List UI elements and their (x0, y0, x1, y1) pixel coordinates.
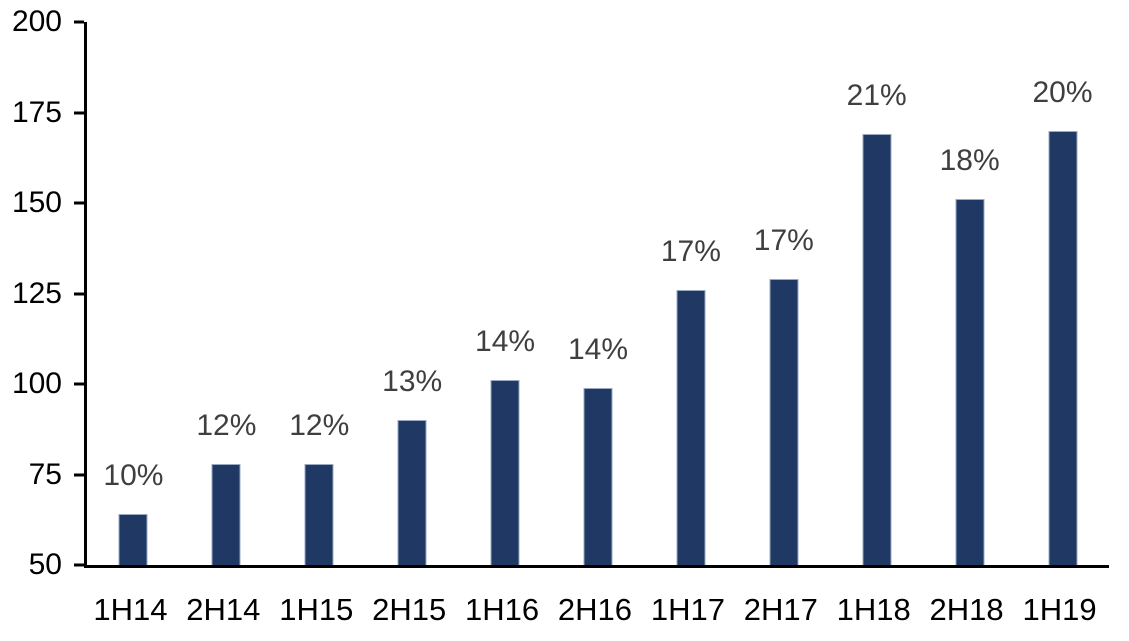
x-axis-tick-label: 2H14 (186, 592, 261, 627)
bar-group: 21% (830, 22, 923, 565)
bar (211, 463, 241, 565)
x-axis-tick-label: 1H18 (836, 592, 911, 627)
y-axis-tick-label: 150 (11, 186, 62, 219)
y-axis-tick-label: 100 (11, 367, 62, 400)
bar-value-label: 13% (382, 365, 443, 399)
bar (955, 199, 985, 565)
bar (118, 514, 148, 565)
bar-value-label: 12% (289, 408, 350, 442)
bar-value-label: 17% (753, 224, 814, 258)
bar (397, 420, 427, 565)
bar-group: 10% (87, 22, 180, 565)
x-axis: 1H14 2H14 1H15 2H15 1H16 2H16 1H17 2H17 1H18 2H18… (84, 593, 1106, 627)
bar-value-label: 14% (567, 332, 629, 366)
y-axis-tick-label: 75 (28, 457, 62, 491)
bar-group: 12% (273, 22, 366, 565)
bar (676, 289, 706, 565)
bar (769, 279, 799, 565)
bar-value-label: 12% (196, 408, 257, 442)
bar-value-label: 17% (660, 234, 721, 268)
plot-area: 10% 12% 12% 13% 14% 14% 17% 17% 21% 18% 20% (74, 20, 1109, 568)
bar-group: 18% (923, 22, 1016, 565)
bar-value-label: 10% (103, 459, 164, 493)
x-axis-tick-label: 1H19 (1022, 592, 1097, 627)
bar-group: 17% (644, 22, 737, 565)
x-axis-tick-label: 2H17 (743, 592, 818, 627)
x-axis-tick-label: 1H15 (279, 592, 354, 627)
x-axis-tick-label: 2H15 (372, 592, 447, 627)
bar (862, 134, 892, 565)
y-axis: 50 75 100 125 150 175 200 (0, 0, 62, 641)
bar-group: 17% (737, 22, 830, 565)
bar-value-label: 18% (939, 144, 1000, 178)
bar-group: 14% (552, 22, 645, 565)
y-axis-tick-mark (74, 473, 84, 476)
bar-value-label: 20% (1032, 75, 1093, 109)
y-axis-tick-mark (74, 201, 84, 205)
bar (583, 387, 613, 565)
bar-group: 13% (366, 22, 459, 565)
x-axis-tick-label: 1H16 (465, 592, 540, 627)
y-axis-tick-mark (74, 20, 84, 24)
bar-slots: 10% 12% 12% 13% 14% 14% 17% 17% 21% 18% 20% (87, 22, 1109, 565)
y-axis-tick-label: 200 (11, 5, 62, 38)
bar-group: 20% (1016, 22, 1109, 565)
y-axis-tick-mark (74, 111, 84, 114)
x-axis-tick-label: 2H16 (557, 592, 633, 627)
y-axis-tick-label: 175 (11, 95, 62, 129)
bar-group: 14% (459, 22, 552, 565)
bar-value-label: 21% (846, 79, 907, 113)
x-axis-tick-label: 2H18 (929, 592, 1004, 627)
y-axis-tick-label: 50 (28, 548, 62, 581)
bar-value-label: 14% (475, 325, 536, 359)
bar (1048, 130, 1078, 565)
bar (490, 380, 520, 565)
y-axis-tick-mark (74, 563, 84, 567)
x-axis-tick-label: 1H14 (93, 592, 168, 627)
x-axis-tick-label: 1H17 (650, 592, 725, 627)
bar-group: 12% (180, 22, 273, 565)
y-axis-tick-mark (74, 292, 84, 295)
y-axis-tick-mark (74, 382, 84, 386)
y-axis-tick-label: 125 (11, 276, 62, 310)
bar (304, 463, 334, 565)
